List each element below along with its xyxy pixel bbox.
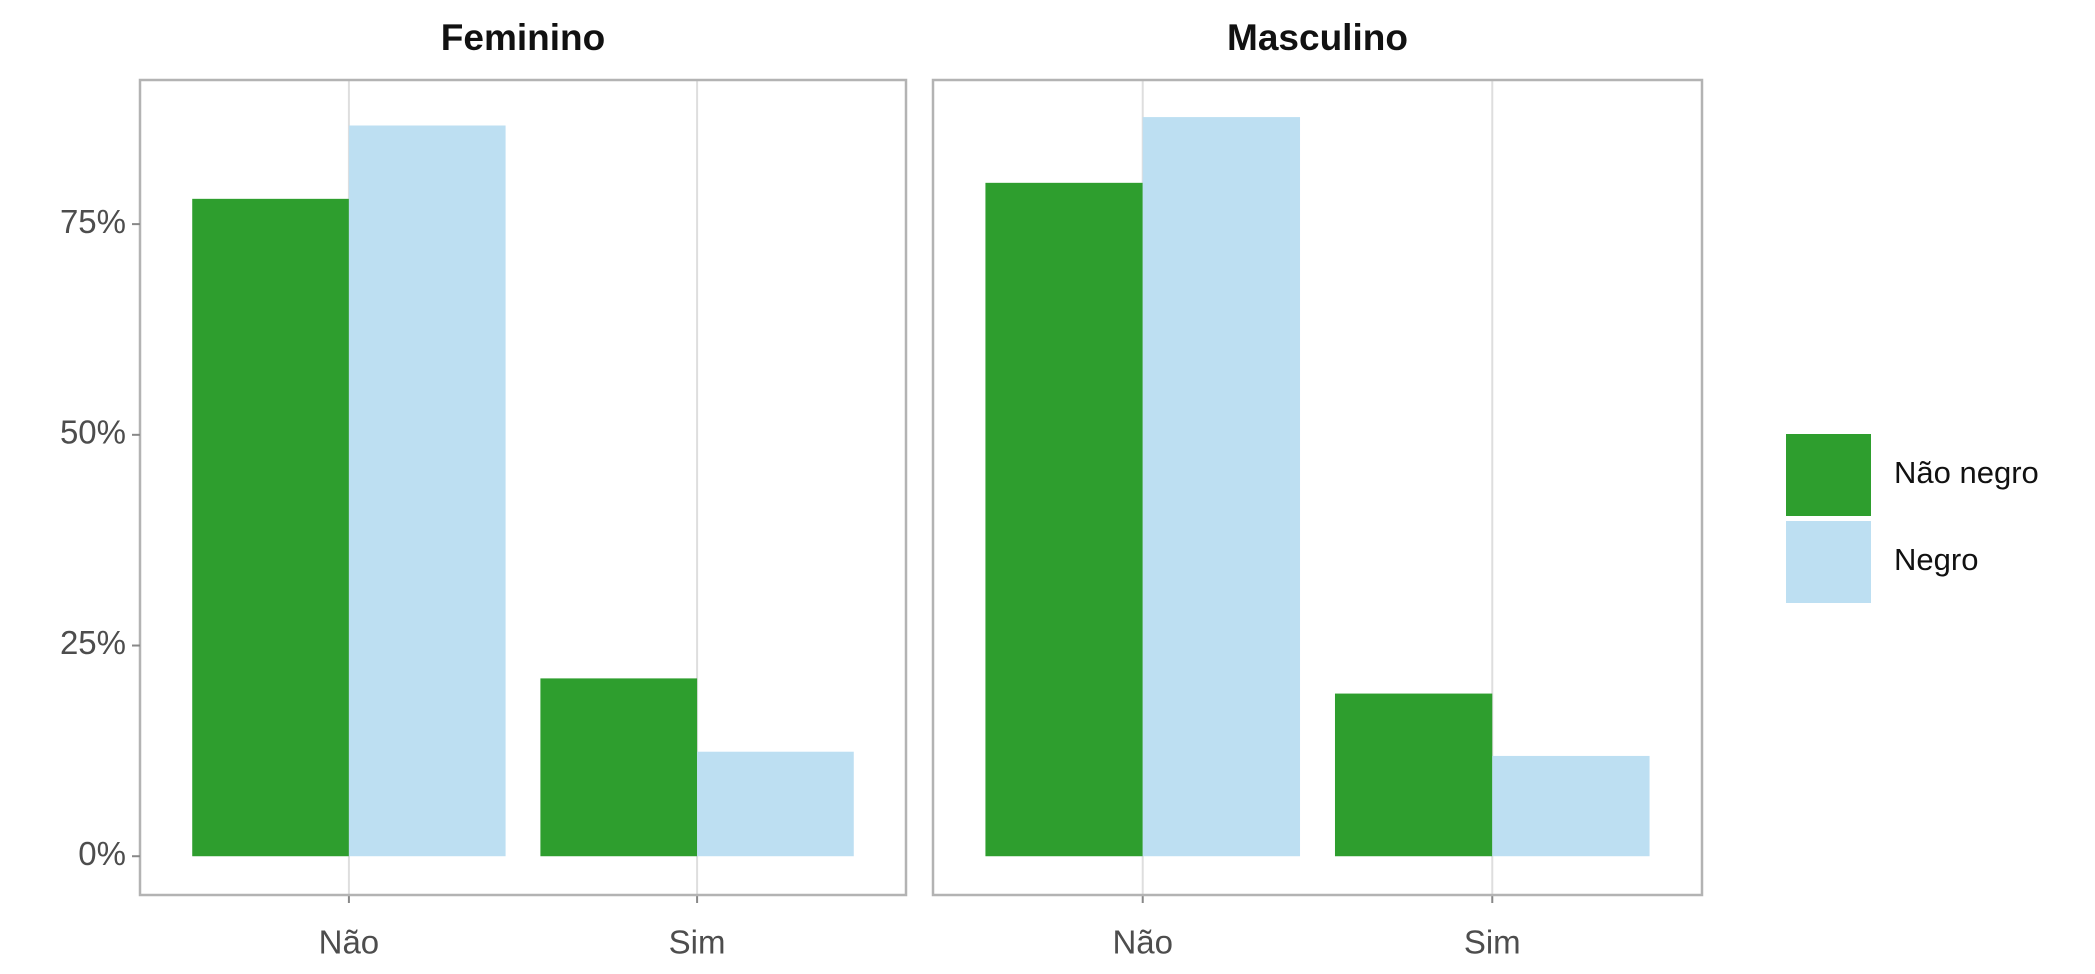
bar — [985, 182, 1143, 857]
x-tick-label: Não — [319, 924, 380, 961]
x-tick-label: Sim — [669, 924, 726, 961]
bar — [540, 678, 698, 857]
bar — [697, 751, 854, 857]
y-tick-label: 0% — [78, 835, 126, 872]
bar — [348, 125, 506, 857]
panel-border — [138, 78, 908, 897]
bar — [1334, 693, 1493, 857]
facet-title: Masculino — [1227, 17, 1408, 58]
legend-key — [1786, 521, 1871, 603]
legend-label: Negro — [1894, 542, 1978, 577]
bar — [1492, 755, 1650, 857]
x-tick-label: Não — [1112, 924, 1173, 961]
y-tick-label: 50% — [60, 414, 126, 451]
facet-title: Feminino — [441, 17, 605, 58]
legend-label: Não negro — [1894, 455, 2039, 490]
x-tick-label: Sim — [1464, 924, 1521, 961]
bar — [1142, 117, 1301, 857]
bar — [192, 198, 349, 857]
y-tick-label: 75% — [60, 203, 126, 240]
y-tick-label: 25% — [60, 624, 126, 661]
legend-key — [1786, 434, 1871, 516]
panel-border — [931, 78, 1704, 897]
